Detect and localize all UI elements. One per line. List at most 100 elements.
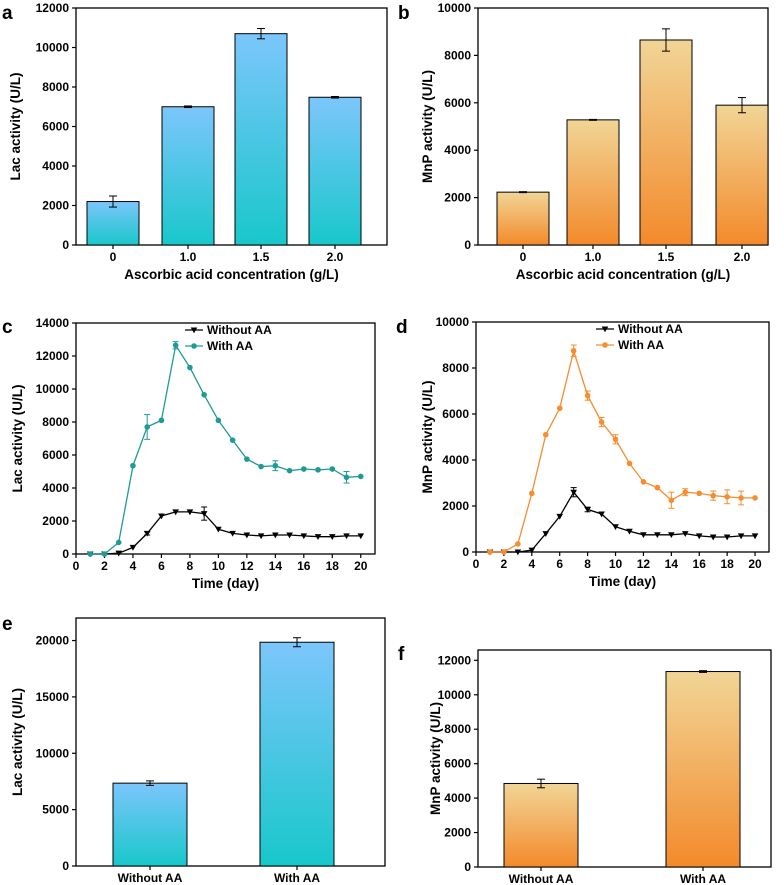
x-tick-label-d: 6 — [556, 557, 563, 571]
x-tick-label-d: 0 — [473, 557, 480, 571]
data-point-with-aa-d — [710, 492, 716, 499]
panel-label-b: b — [398, 3, 410, 24]
y-tick-label-a: 8000 — [42, 80, 69, 94]
data-point-without-aa-c — [272, 532, 279, 539]
data-point-with-aa-c — [201, 391, 207, 398]
x-tick-label-c: 12 — [240, 559, 254, 573]
bar-f-1 — [665, 671, 741, 868]
data-point-without-aa-d — [640, 532, 647, 539]
x-tick-label-c: 18 — [326, 559, 340, 573]
y-tick-label-d: 6000 — [442, 407, 469, 421]
panel-label-d: d — [396, 317, 408, 338]
data-point-with-aa-c — [130, 462, 136, 469]
data-point-with-aa-d — [654, 484, 661, 491]
data-point-without-aa-d — [681, 531, 689, 537]
bar-e-0 — [112, 782, 188, 867]
y-tick-label-d: 2000 — [442, 499, 469, 513]
x-tick-label-b-2: 1.5 — [658, 250, 675, 264]
y-tick-label-c: 14000 — [36, 316, 70, 330]
data-point-with-aa-d — [556, 405, 563, 412]
y-tick-label-d: 0 — [462, 545, 469, 559]
data-point-with-aa-d — [626, 460, 633, 467]
data-point-with-aa-c — [229, 437, 236, 443]
y-tick-label-c: 0 — [62, 547, 69, 561]
plot-frame-c — [75, 322, 376, 555]
x-tick-label-c: 20 — [354, 559, 368, 573]
y-tick-label-f: 10000 — [438, 688, 472, 702]
data-point-without-aa-c — [158, 513, 165, 520]
y-tick-label-a: 12000 — [36, 1, 70, 15]
y-tick-label-c: 6000 — [42, 448, 69, 462]
data-point-with-aa-c — [172, 342, 179, 349]
x-tick-label-d: 16 — [693, 557, 707, 571]
x-tick-label-a-2: 1.5 — [253, 250, 270, 264]
y-tick-label-d: 10000 — [436, 315, 470, 329]
legend-label-with-aa-c: With AA — [207, 339, 253, 353]
x-tick-label-c: 6 — [158, 559, 165, 573]
data-point-with-aa-d — [668, 497, 675, 504]
panel-f: f 0 2000 4000 6000 8000 10000 12000 MnP activit… — [398, 644, 772, 885]
data-point-without-aa-d — [723, 534, 731, 541]
data-point-with-aa-d — [738, 495, 744, 501]
bar-b-3 — [715, 104, 769, 246]
data-point-with-aa-c — [244, 456, 250, 462]
data-point-with-aa-d — [640, 479, 647, 485]
y-tick-label-a: 4000 — [42, 159, 69, 173]
x-axis-label-a: Ascorbic acid concentration (g/L) — [124, 267, 339, 282]
series-with-aa-c — [87, 341, 364, 557]
series-line-with-aa-c — [90, 343, 361, 555]
data-point-with-aa-c — [315, 467, 321, 473]
x-tick-label-c: 10 — [212, 559, 226, 573]
data-point-without-aa-c — [229, 530, 236, 537]
data-point-with-aa-c — [101, 551, 108, 557]
data-point-without-aa-d — [612, 524, 619, 530]
data-point-without-aa-c — [314, 534, 322, 540]
data-point-with-aa-d — [487, 549, 493, 555]
data-point-without-aa-c — [257, 533, 265, 540]
x-tick-label-e-1: With AA — [274, 871, 320, 885]
data-point-without-aa-c — [129, 544, 137, 551]
y-axis-label-f: MnP activity (U/L) — [428, 702, 443, 815]
x-tick-label-a-1: 1.0 — [180, 250, 197, 264]
x-tick-label-c: 16 — [297, 559, 311, 573]
x-tick-label-d: 20 — [748, 557, 762, 571]
x-tick-label-c: 8 — [187, 559, 194, 573]
panel-label-c: c — [2, 317, 13, 338]
data-point-with-aa-d — [724, 494, 730, 500]
legend-marker-without-aa-c — [190, 327, 198, 334]
panel-d: d 0 2000 4000 6000 8000 10000 MnP activity (U/… — [396, 315, 770, 589]
x-tick-label-b-3: 2.0 — [734, 250, 751, 264]
plot-frame-f — [477, 649, 772, 868]
data-point-with-aa-c — [187, 364, 193, 371]
data-point-with-aa-c — [357, 473, 364, 480]
data-point-without-aa-d — [654, 532, 661, 539]
data-point-with-aa-d — [696, 490, 703, 497]
panel-label-e: e — [2, 614, 13, 635]
data-point-with-aa-c — [158, 417, 165, 424]
y-axis-label-c: Lac activity (U/L) — [10, 384, 25, 492]
y-tick-label-b: 8000 — [444, 48, 471, 62]
x-axis-label-b: Ascorbic acid concentration (g/L) — [516, 267, 731, 282]
y-tick-label-f: 12000 — [438, 653, 472, 667]
x-tick-label-d: 10 — [609, 557, 623, 571]
y-tick-label-f: 6000 — [444, 757, 471, 771]
y-tick-label-e: 5000 — [42, 803, 69, 817]
y-tick-label-e: 15000 — [36, 690, 70, 704]
y-tick-label-c: 8000 — [42, 415, 69, 429]
y-tick-label-c: 4000 — [42, 481, 69, 495]
data-point-with-aa-d — [529, 490, 535, 497]
bar-b-1 — [566, 119, 620, 246]
x-tick-label-c: 0 — [73, 559, 80, 573]
data-point-without-aa-c — [143, 530, 151, 537]
x-tick-label-d: 18 — [720, 557, 734, 571]
series-line-without-aa-c — [90, 511, 361, 555]
y-axis-label-d: MnP activity (U/L) — [420, 380, 435, 493]
legend-marker-with-aa-d — [602, 342, 608, 348]
y-tick-label-f: 0 — [464, 860, 471, 874]
bar-a-1 — [161, 106, 215, 246]
x-tick-label-b-0: 0 — [520, 250, 527, 264]
data-point-with-aa-d — [598, 419, 605, 425]
bar-a-0 — [86, 201, 140, 246]
x-axis-label-d: Time (day) — [589, 574, 656, 589]
